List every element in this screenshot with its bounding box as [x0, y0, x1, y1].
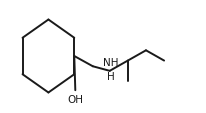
Text: H: H [107, 72, 115, 82]
Text: OH: OH [67, 94, 83, 104]
Text: NH: NH [103, 57, 118, 67]
